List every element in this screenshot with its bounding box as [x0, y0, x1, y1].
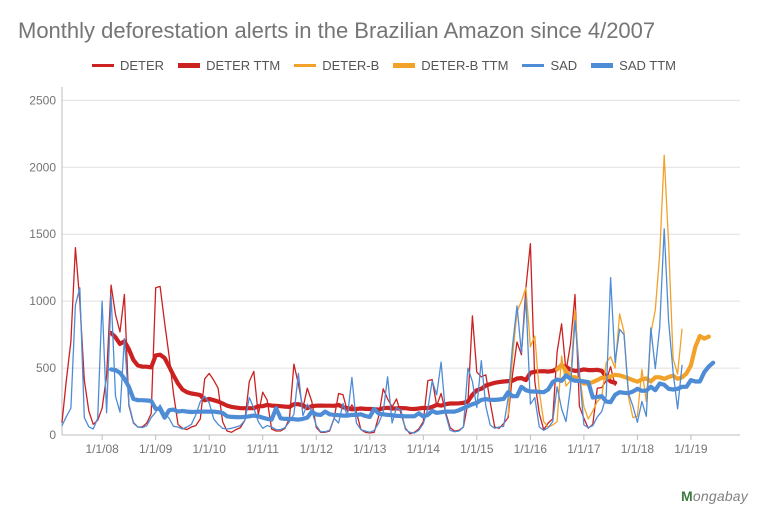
legend-label: DETER-B TTM [421, 58, 508, 73]
legend-item-deter-ttm: DETER TTM [178, 58, 280, 73]
chart-container: Monthly deforestation alerts in the Braz… [0, 0, 768, 512]
legend-label: DETER TTM [206, 58, 280, 73]
plot-area: 0 500 1000 1500 2000 2500 1/1/08 1/1/09 1/1/10 1/… [18, 83, 750, 463]
svg-text:1/1/12: 1/1/12 [300, 442, 334, 456]
svg-text:1/1/17: 1/1/17 [567, 442, 601, 456]
legend-swatch [591, 63, 613, 68]
series-sad [62, 229, 682, 433]
legend-item-deter-b: DETER-B [294, 58, 379, 73]
legend-label: DETER [120, 58, 164, 73]
svg-text:0: 0 [49, 428, 56, 442]
legend-swatch [294, 64, 316, 67]
legend: DETER DETER TTM DETER-B DETER-B TTM SAD SAD T… [18, 58, 750, 73]
svg-text:1/1/19: 1/1/19 [674, 442, 708, 456]
svg-text:1/1/18: 1/1/18 [621, 442, 655, 456]
legend-swatch [522, 64, 544, 67]
svg-text:1/1/15: 1/1/15 [460, 442, 494, 456]
legend-item-deter-b-ttm: DETER-B TTM [393, 58, 508, 73]
svg-text:1/1/11: 1/1/11 [246, 442, 279, 456]
svg-text:1/1/09: 1/1/09 [139, 442, 173, 456]
legend-item-sad: SAD [522, 58, 577, 73]
legend-item-deter: DETER [92, 58, 164, 73]
svg-text:1/1/13: 1/1/13 [353, 442, 387, 456]
svg-text:1/1/10: 1/1/10 [193, 442, 227, 456]
legend-swatch [178, 63, 200, 68]
svg-text:2500: 2500 [29, 93, 56, 107]
svg-text:1/1/08: 1/1/08 [85, 442, 119, 456]
svg-text:1/1/16: 1/1/16 [514, 442, 548, 456]
chart-svg: 0 500 1000 1500 2000 2500 1/1/08 1/1/09 1/1/10 1/… [18, 83, 750, 463]
legend-swatch [92, 64, 114, 67]
svg-text:1000: 1000 [29, 294, 56, 308]
chart-title: Monthly deforestation alerts in the Braz… [18, 18, 750, 44]
legend-label: DETER-B [322, 58, 379, 73]
legend-swatch [393, 63, 415, 68]
legend-label: SAD TTM [619, 58, 676, 73]
svg-text:1500: 1500 [29, 227, 56, 241]
series-deter-ttm [111, 333, 615, 410]
svg-text:2000: 2000 [29, 160, 56, 174]
svg-text:1/1/14: 1/1/14 [407, 442, 441, 456]
legend-item-sad-ttm: SAD TTM [591, 58, 676, 73]
legend-label: SAD [550, 58, 577, 73]
series-sad-ttm [111, 363, 713, 420]
svg-text:500: 500 [36, 361, 56, 375]
brand-credit: Mongabay [681, 488, 748, 504]
